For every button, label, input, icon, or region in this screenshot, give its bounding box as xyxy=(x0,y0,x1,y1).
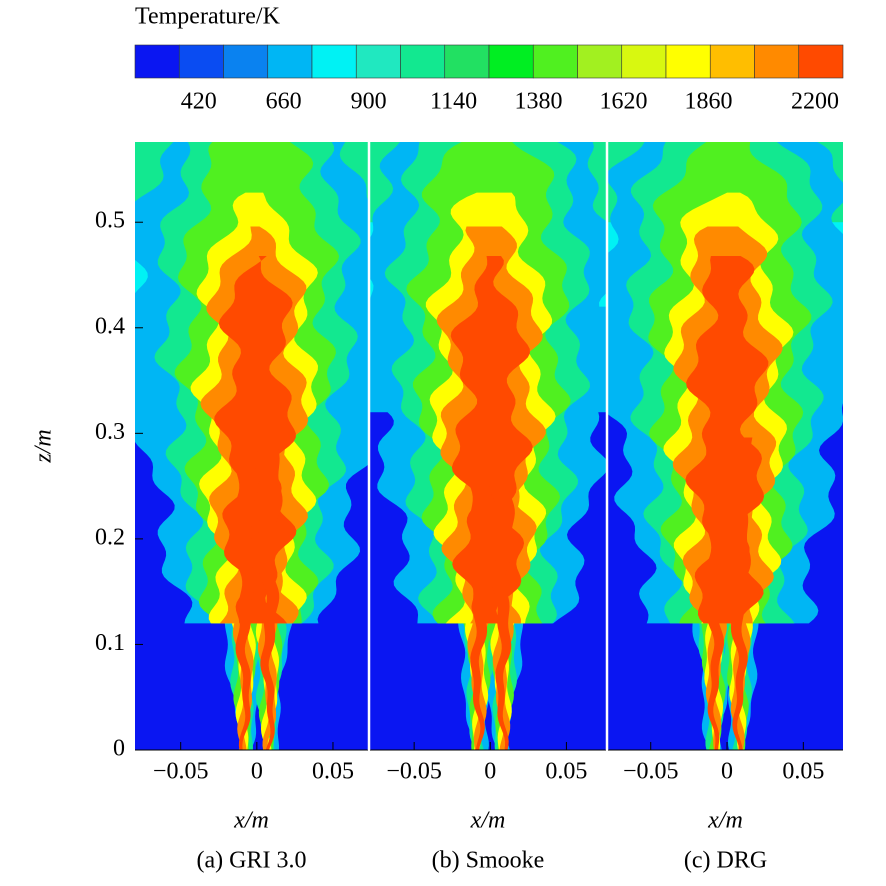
colorbar-swatch xyxy=(665,44,711,79)
colorbar-tick-label: 1380 xyxy=(515,89,563,115)
x-tick-label: 0.05 xyxy=(545,759,587,785)
colorbar-swatch xyxy=(488,44,534,79)
panel-caption: (c) DRG xyxy=(684,848,767,874)
colorbar-tick-label: 660 xyxy=(266,89,302,115)
y-tick-label: 0.4 xyxy=(95,313,125,339)
colorbar-swatch xyxy=(400,44,446,79)
jet-contour xyxy=(464,437,492,750)
x-tick-label: −0.05 xyxy=(386,759,442,785)
x-tick-label: 0 xyxy=(251,759,263,785)
y-axis-label: z/m xyxy=(31,429,57,463)
colorbar-swatch xyxy=(621,44,667,79)
colorbar-swatch xyxy=(709,44,755,79)
colorbar-swatch xyxy=(223,44,269,79)
jet-contour xyxy=(489,437,515,750)
colorbar-tick-label: 420 xyxy=(181,89,217,115)
x-tick-label: −0.05 xyxy=(623,759,679,785)
x-tick-label: 0.05 xyxy=(782,759,824,785)
colorbar-tick-label: 1620 xyxy=(600,89,648,115)
colorbar-swatch xyxy=(754,44,800,79)
x-axis-label: x/m xyxy=(470,808,506,834)
panel-caption: (a) GRI 3.0 xyxy=(197,848,307,874)
colorbar-swatch xyxy=(532,44,578,79)
x-tick-label: −0.05 xyxy=(153,759,209,785)
contour-field xyxy=(370,142,606,750)
colorbar-swatch xyxy=(577,44,623,79)
x-tick-label: 0.05 xyxy=(312,759,354,785)
colorbar-tick-label: 2200 xyxy=(791,89,839,115)
colorbar-tick-label: 900 xyxy=(351,89,387,115)
jet-contour xyxy=(700,437,728,750)
x-tick-label: 0 xyxy=(721,759,733,785)
colorbar-swatch xyxy=(134,44,180,79)
contour-field xyxy=(608,142,843,750)
colorbar-tick-label: 1140 xyxy=(430,89,477,115)
colorbar-swatch xyxy=(444,44,490,79)
x-axis-label: x/m xyxy=(233,808,269,834)
x-axis-label: x/m xyxy=(707,808,743,834)
colorbar-swatch xyxy=(178,44,224,79)
jet-contour xyxy=(725,437,753,750)
panel-caption: (b) Smooke xyxy=(432,848,545,874)
y-tick-label: 0.5 xyxy=(95,208,125,234)
y-tick-label: 0 xyxy=(113,736,125,762)
y-tick-label: 0.1 xyxy=(95,630,125,656)
colorbar-swatch xyxy=(311,44,357,79)
y-tick-label: 0.2 xyxy=(95,524,125,550)
colorbar-swatch xyxy=(798,44,844,79)
y-tick-label: 0.3 xyxy=(95,419,125,445)
colorbar-tick-label: 1860 xyxy=(684,89,732,115)
jet-contour xyxy=(233,437,259,750)
contour-field xyxy=(135,142,368,750)
jet-contour xyxy=(253,437,283,750)
colorbar-title: Temperature/K xyxy=(135,4,281,30)
colorbar-swatch xyxy=(267,44,313,79)
colorbar-swatch xyxy=(355,44,401,79)
x-tick-label: 0 xyxy=(484,759,496,785)
